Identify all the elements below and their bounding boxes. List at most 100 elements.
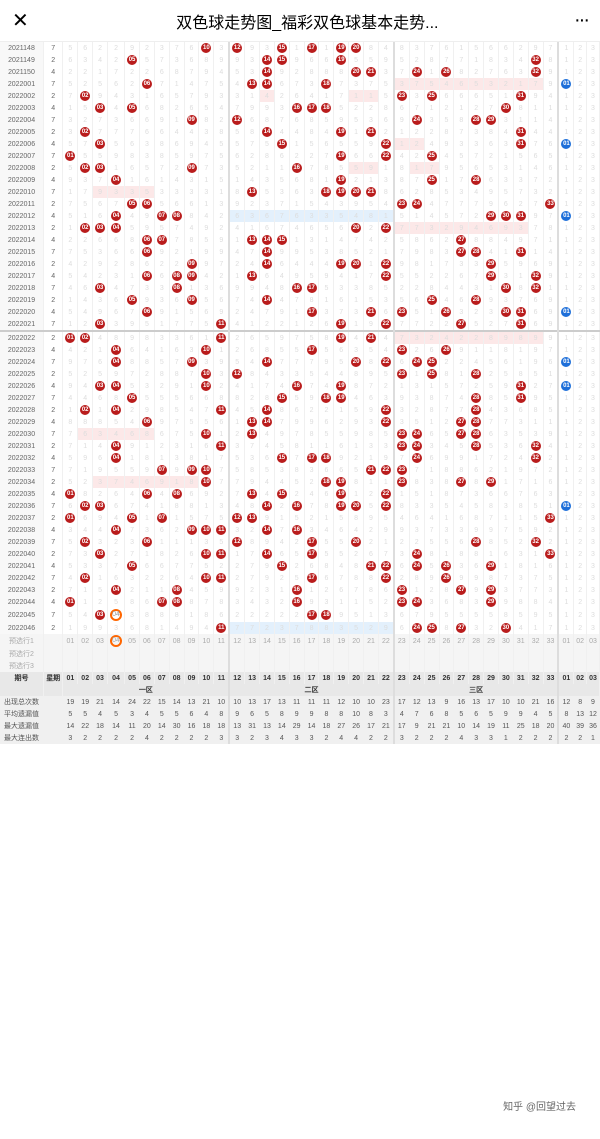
- num-cell: 8: [484, 126, 499, 138]
- num-cell: 06: [140, 488, 155, 500]
- num-cell: 28: [469, 440, 484, 452]
- num-cell: 3: [125, 536, 140, 548]
- more-icon[interactable]: ···: [574, 9, 588, 32]
- summary-cell: 3: [125, 708, 140, 720]
- num-cell: 1: [498, 150, 513, 162]
- num-cell: 3: [229, 596, 244, 608]
- num-cell: 7: [334, 306, 349, 318]
- red-ball: 02: [80, 501, 90, 511]
- summary-cell: 4: [528, 708, 543, 720]
- red-ball: 03: [95, 223, 105, 233]
- red-ball: 06: [142, 537, 152, 547]
- num-cell: 2: [364, 246, 379, 258]
- num-cell: 23: [394, 198, 409, 210]
- col-num: 22: [378, 672, 393, 684]
- blue-cell: 3: [586, 622, 599, 634]
- num-cell: 09: [184, 258, 199, 270]
- num-cell: 5: [364, 294, 379, 306]
- num-cell: 9: [349, 428, 364, 440]
- blue-cell: 2: [574, 344, 587, 356]
- summary-cell: 8: [334, 708, 349, 720]
- red-ball: 17: [307, 453, 317, 463]
- num-cell: 15: [274, 488, 289, 500]
- red-ball: 14: [262, 295, 272, 305]
- red-ball: 03: [95, 283, 105, 293]
- summary-cell: 10: [229, 696, 244, 708]
- period-cell: 2022026: [0, 380, 43, 392]
- red-ball: 20: [351, 187, 361, 197]
- num-cell: 8: [349, 380, 364, 392]
- blue-cell: 2: [574, 138, 587, 150]
- summary-cell: 2: [169, 732, 184, 744]
- col-num: 17: [304, 672, 319, 684]
- summary-cell: 2: [184, 732, 199, 744]
- num-cell: 4: [260, 440, 275, 452]
- num-cell: 5: [349, 114, 364, 126]
- num-cell: 7: [409, 174, 424, 186]
- num-cell: 2: [245, 608, 260, 622]
- num-cell: 7: [245, 138, 260, 150]
- num-cell: 4: [184, 572, 199, 584]
- red-ball: 22: [381, 465, 391, 475]
- summary-cell: 2: [528, 732, 543, 744]
- blue-cell: 3: [586, 344, 599, 356]
- week-cell: 2: [43, 404, 62, 416]
- num-cell: 5: [469, 42, 484, 54]
- num-cell: 5: [304, 246, 319, 258]
- red-ball: 06: [142, 417, 152, 427]
- summary-cell: 12: [558, 696, 573, 708]
- red-ball: 31: [516, 91, 526, 101]
- num-cell: 2: [349, 548, 364, 560]
- num-cell: 8: [154, 368, 169, 380]
- num-cell: 14: [260, 356, 275, 368]
- num-cell: 7: [394, 452, 409, 464]
- num-cell: 3: [513, 174, 528, 186]
- num-cell: 4: [245, 596, 260, 608]
- red-ball: 11: [216, 405, 226, 415]
- summary-cell: 2: [409, 732, 424, 744]
- week-cell: 7: [43, 392, 62, 404]
- num-cell: 23: [394, 584, 409, 596]
- summary-cell: 6: [184, 708, 199, 720]
- num-cell: 28: [469, 294, 484, 306]
- red-ball: 27: [456, 319, 466, 329]
- num-cell: 6: [454, 536, 469, 548]
- blue-cell: 2: [574, 90, 587, 102]
- num-cell: 5: [543, 392, 558, 404]
- col-num: 31: [513, 672, 528, 684]
- red-ball: 28: [471, 441, 481, 451]
- predict-cell: [274, 660, 289, 672]
- summary-cell: 21: [93, 696, 108, 708]
- num-cell: 4: [169, 174, 184, 186]
- num-cell: 7: [154, 78, 169, 90]
- num-cell: 5: [349, 608, 364, 622]
- num-cell: 28: [469, 246, 484, 258]
- num-cell: 4: [274, 294, 289, 306]
- num-cell: 6: [140, 476, 155, 488]
- summary-cell: 4: [349, 732, 364, 744]
- close-icon[interactable]: ✕: [12, 8, 29, 33]
- summary-cell: 4: [454, 732, 469, 744]
- num-cell: 2: [93, 270, 108, 282]
- num-cell: 14: [260, 258, 275, 270]
- num-cell: 21: [364, 126, 379, 138]
- num-cell: 1: [289, 234, 304, 246]
- num-cell: 1: [78, 584, 93, 596]
- col-num: 04: [107, 672, 124, 684]
- num-cell: 4: [543, 596, 558, 608]
- num-cell: 8: [125, 150, 140, 162]
- num-cell: 5: [424, 560, 439, 572]
- num-cell: 17: [304, 452, 319, 464]
- red-ball: 12: [232, 369, 242, 379]
- num-cell: 3: [274, 368, 289, 380]
- num-cell: 09: [184, 464, 199, 476]
- num-cell: 6: [484, 488, 499, 500]
- num-cell: 03: [93, 318, 108, 331]
- num-cell: 9: [93, 622, 108, 634]
- num-cell: 6: [214, 294, 229, 306]
- num-cell: 2: [543, 174, 558, 186]
- num-cell: 1: [349, 440, 364, 452]
- red-ball: 05: [127, 295, 137, 305]
- num-cell: 22: [378, 572, 393, 584]
- summary-cell: 8: [274, 708, 289, 720]
